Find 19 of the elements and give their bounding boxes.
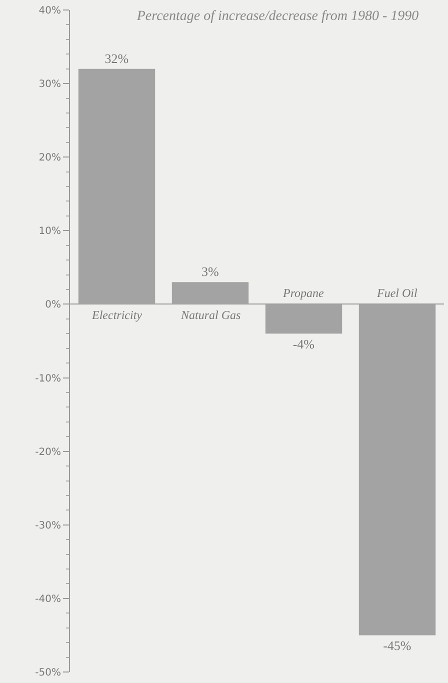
y-tick-label: 0%	[45, 300, 61, 311]
y-tick-label: 30%	[38, 79, 61, 90]
data-label: -45%	[383, 638, 412, 654]
y-tick-label: 20%	[38, 152, 61, 164]
x-tick-label: Natural Gas	[180, 308, 242, 322]
x-tick-label: Electricity	[91, 308, 143, 322]
y-tick-label: -50%	[35, 668, 61, 678]
x-tick-label: Propane	[282, 286, 325, 300]
chart-title: Percentage of increase/decrease from 1980 - 1990	[136, 9, 419, 24]
y-tick-label: 40%	[38, 6, 61, 16]
data-label: 32%	[104, 50, 129, 66]
data-label: -4%	[292, 336, 315, 352]
x-tick-label: Fuel Oil	[376, 286, 418, 300]
y-tick-label: -40%	[35, 594, 61, 605]
y-tick-label: -20%	[35, 446, 61, 458]
y-tick-label: 10%	[38, 226, 61, 238]
y-tick-label: -10%	[35, 373, 61, 384]
data-label: 3%	[202, 264, 220, 280]
y-tick-label: -30%	[35, 520, 61, 532]
